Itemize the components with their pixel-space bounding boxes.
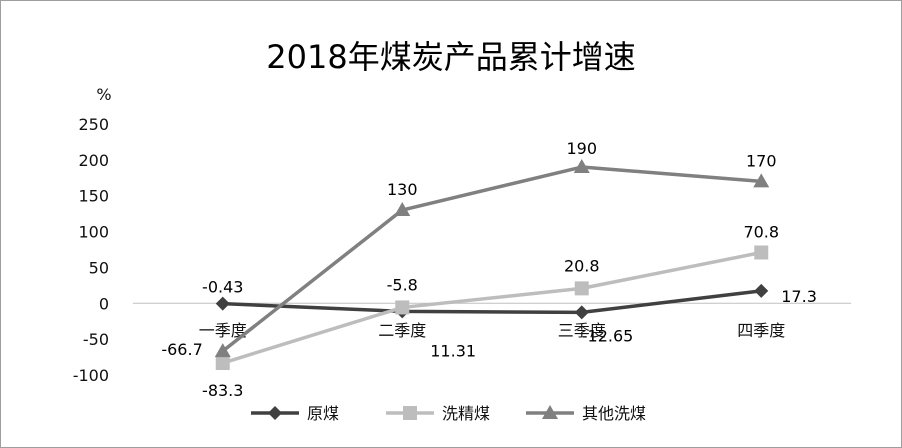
data-label-other-washed-coal: 130 bbox=[387, 180, 418, 199]
data-label-raw-coal: 11.31 bbox=[430, 341, 476, 360]
marker-other-washed-coal bbox=[214, 343, 231, 358]
series-lines bbox=[221, 165, 762, 365]
x-axis-ticks: 一季度 二季度 三季度 四季度 bbox=[199, 321, 786, 340]
data-labels: -0.43 11.31 -12.65 17.3 -83.3 -5.8 20.8 70.8 -66… bbox=[161, 139, 817, 400]
marker-raw-coal bbox=[215, 296, 230, 311]
series-line-other-washed-coal bbox=[221, 165, 762, 353]
legend-marker-raw-coal bbox=[268, 406, 282, 420]
legend: 原煤 洗精煤 其他洗煤 bbox=[251, 404, 646, 423]
data-label-raw-coal: -12.65 bbox=[582, 326, 634, 345]
data-label-other-washed-coal: 170 bbox=[746, 151, 777, 170]
y-tick-label: 250 bbox=[78, 115, 109, 134]
y-tick-label: 200 bbox=[78, 151, 109, 170]
chart-title: 2018年煤炭产品累计增速 bbox=[266, 38, 635, 76]
marker-other-washed-coal bbox=[394, 202, 411, 217]
legend-label-raw-coal: 原煤 bbox=[307, 404, 339, 423]
marker-raw-coal bbox=[574, 305, 589, 320]
legend-marker-other-washed-coal bbox=[542, 405, 558, 419]
legend-marker-washed-clean-coal bbox=[403, 406, 417, 420]
marker-other-washed-coal bbox=[573, 159, 590, 174]
y-tick-label: 100 bbox=[78, 223, 109, 242]
y-tick-label: 0 bbox=[99, 294, 109, 313]
y-tick-label: -100 bbox=[73, 366, 109, 385]
y-tick-label: 150 bbox=[78, 187, 109, 206]
marker-washed-clean-coal bbox=[215, 356, 230, 371]
data-label-other-washed-coal: -66.7 bbox=[161, 340, 202, 359]
marker-other-washed-coal bbox=[753, 173, 770, 188]
y-axis-unit: % bbox=[96, 85, 111, 104]
data-label-washed-clean-coal: 70.8 bbox=[743, 223, 779, 242]
x-tick-label: 二季度 bbox=[378, 321, 426, 340]
marker-washed-clean-coal bbox=[574, 281, 589, 296]
series-markers bbox=[214, 159, 770, 371]
data-label-washed-clean-coal: -5.8 bbox=[387, 275, 418, 294]
x-tick-label: 一季度 bbox=[199, 321, 247, 340]
y-tick-label: -50 bbox=[83, 330, 109, 349]
data-label-washed-clean-coal: -83.3 bbox=[202, 381, 243, 400]
y-tick-label: 50 bbox=[89, 258, 109, 277]
legend-label-washed-clean-coal: 洗精煤 bbox=[442, 404, 490, 423]
data-label-washed-clean-coal: 20.8 bbox=[564, 256, 600, 275]
legend-label-other-washed-coal: 其他洗煤 bbox=[582, 404, 646, 423]
data-label-other-washed-coal: 190 bbox=[566, 139, 597, 158]
y-axis-ticks: -100 -50 0 50 100 150 200 250 bbox=[73, 115, 109, 385]
x-tick-label: 四季度 bbox=[737, 321, 785, 340]
marker-raw-coal bbox=[754, 283, 769, 298]
series-line-raw-coal bbox=[222, 289, 762, 315]
marker-washed-clean-coal bbox=[754, 245, 769, 260]
x-tick-label: 三季度 bbox=[558, 321, 606, 340]
marker-washed-clean-coal bbox=[395, 300, 410, 315]
data-label-raw-coal: -0.43 bbox=[202, 278, 243, 297]
series-line-washed-clean-coal bbox=[222, 250, 762, 365]
data-label-raw-coal: 17.3 bbox=[781, 287, 817, 306]
